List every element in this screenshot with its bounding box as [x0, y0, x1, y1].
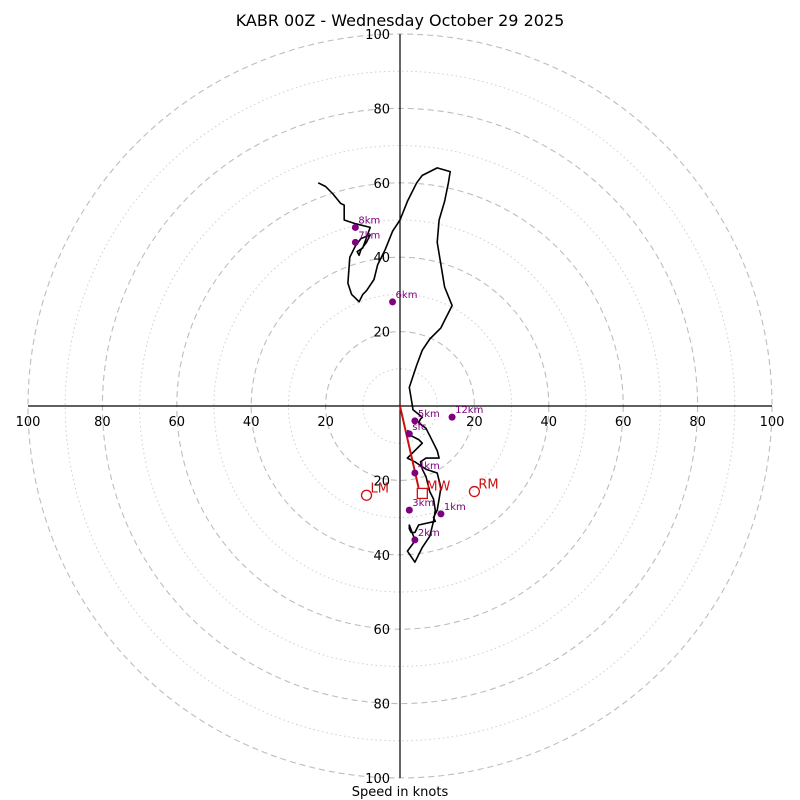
- tick-labels: 100 80 60 40 20 20 40 60 80 100 100 80 60 40 20 20 40 60 8…: [16, 28, 785, 787]
- y-tick-label: 60: [373, 177, 390, 192]
- hodograph-line: [317, 167, 453, 564]
- x-tick-label: 20: [317, 415, 334, 430]
- motion-marker-LM: [360, 489, 373, 501]
- height-marker-2km: [411, 536, 419, 544]
- height-label-sfc: sfc: [412, 422, 426, 433]
- height-label-3km: 3km: [412, 498, 434, 509]
- y-tick-label: 20: [373, 474, 390, 489]
- height-marker-3km: [405, 506, 413, 514]
- y-tick-label: 20: [373, 326, 390, 341]
- x-tick-label: 60: [615, 415, 632, 430]
- chart-title: KABR 00Z - Wednesday October 29 2025: [236, 11, 565, 30]
- x-tick-label: 40: [243, 415, 260, 430]
- y-tick-label: 60: [373, 623, 390, 638]
- x-tick-label: 100: [16, 415, 41, 430]
- hodograph-trace: [317, 167, 453, 564]
- x-tick-label: 40: [541, 415, 558, 430]
- y-tick-label: 100: [365, 28, 390, 43]
- height-marker-8km: [351, 223, 359, 231]
- motion-label-RM: RM: [478, 478, 498, 493]
- height-label-5km: 5km: [418, 409, 440, 420]
- y-tick-label: 100: [365, 772, 390, 787]
- height-marker-4km: [411, 469, 419, 477]
- y-tick-label: 40: [373, 549, 390, 564]
- height-label-7km: 7km: [358, 230, 380, 241]
- height-marker-7km: [351, 238, 359, 246]
- height-marker-12km: [448, 413, 456, 421]
- height-label-1km: 1km: [444, 502, 466, 513]
- x-tick-label: 80: [94, 415, 111, 430]
- x-tick-label: 60: [169, 415, 186, 430]
- height-marker-5km: [411, 417, 419, 425]
- x-tick-label: 100: [760, 415, 785, 430]
- y-tick-label: 80: [373, 102, 390, 117]
- height-label-6km: 6km: [396, 290, 418, 301]
- height-label-12km: 12km: [455, 405, 483, 416]
- height-label-2km: 2km: [418, 528, 440, 539]
- x-axis-label: Speed in knots: [352, 785, 449, 800]
- height-marker-6km: [389, 298, 397, 306]
- storm-motions: RM LM MW: [360, 478, 499, 501]
- motion-label-MW: MW: [426, 479, 450, 494]
- height-marker-sfc: [405, 430, 413, 438]
- y-tick-label: 80: [373, 698, 390, 713]
- y-tick-label: 40: [373, 251, 390, 266]
- height-markers: sfc 1km 2km 3km 4km 5km 6km 7km 8km 12km: [351, 215, 483, 544]
- x-tick-label: 20: [466, 415, 483, 430]
- height-label-8km: 8km: [358, 215, 380, 226]
- motion-marker-RM: [468, 485, 481, 498]
- height-label-4km: 4km: [418, 461, 440, 472]
- x-tick-label: 80: [689, 415, 706, 430]
- motion-label-LM: LM: [371, 481, 389, 496]
- motion-marker-MW: [416, 487, 428, 500]
- height-marker-1km: [437, 510, 445, 518]
